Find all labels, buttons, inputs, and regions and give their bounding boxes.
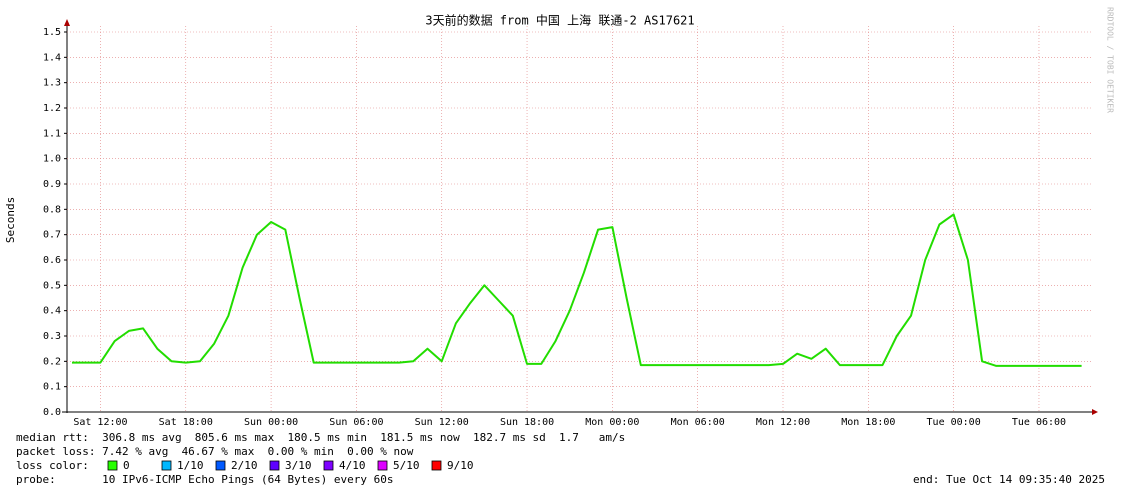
x-tick-label: Sat 12:00 xyxy=(73,417,127,428)
x-tick-label: Tue 00:00 xyxy=(927,417,981,428)
legend-label: 0 xyxy=(123,459,130,472)
legend-swatch xyxy=(161,460,172,471)
x-tick-label: Sat 18:00 xyxy=(159,417,213,428)
x-tick-label: Sun 12:00 xyxy=(415,417,469,428)
x-tick-label: Mon 18:00 xyxy=(841,417,895,428)
x-tick-label: Mon 06:00 xyxy=(671,417,725,428)
y-tick-label: 0.4 xyxy=(43,306,61,317)
legend-label: 3/10 xyxy=(285,459,312,472)
x-tick-label: Sun 06:00 xyxy=(329,417,383,428)
y-tick-label: 1.3 xyxy=(43,78,61,89)
y-tick-label: 1.4 xyxy=(43,52,61,63)
x-arrow xyxy=(1092,409,1098,415)
watermark: RRDTOOL / TOBI OETIKER xyxy=(1106,7,1115,113)
y-tick-label: 0.3 xyxy=(43,331,61,342)
y-tick-label: 0.9 xyxy=(43,179,61,190)
x-tick-label: Sun 18:00 xyxy=(500,417,554,428)
legend-label: 2/10 xyxy=(231,459,258,472)
x-tick-label: Mon 12:00 xyxy=(756,417,810,428)
end-time: end: Tue Oct 14 09:35:40 2025 xyxy=(913,473,1105,486)
stats-line: packet loss: 7.42 % avg 46.67 % max 0.00… xyxy=(16,445,414,458)
y-tick-label: 1.1 xyxy=(43,128,61,139)
loss-label: loss color: xyxy=(16,459,89,472)
x-tick-label: Mon 00:00 xyxy=(585,417,639,428)
y-tick-label: 0.0 xyxy=(43,407,61,418)
y-arrow xyxy=(64,19,70,26)
legend-label: 4/10 xyxy=(339,459,366,472)
y-tick-label: 1.0 xyxy=(43,154,61,165)
legend-swatch xyxy=(377,460,388,471)
legend-label: 9/10 xyxy=(447,459,474,472)
legend-label: 5/10 xyxy=(393,459,420,472)
y-tick-label: 0.7 xyxy=(43,230,61,241)
x-tick-label: Tue 06:00 xyxy=(1012,417,1066,428)
y-tick-label: 0.2 xyxy=(43,356,61,367)
legend-swatch xyxy=(107,460,118,471)
probe: probe: 10 IPv6-ICMP Echo Pings (64 Bytes… xyxy=(16,473,394,486)
legend-swatch xyxy=(431,460,442,471)
legend-swatch xyxy=(215,460,226,471)
rtt-line xyxy=(72,213,1082,367)
chart-title: 3天前的数据 from 中国 上海 联通-2 AS17621 xyxy=(425,13,694,28)
y-tick-label: 0.8 xyxy=(43,204,61,215)
y-tick-label: 0.6 xyxy=(43,255,61,266)
x-tick-label: Sun 00:00 xyxy=(244,417,298,428)
stats-line: median rtt: 306.8 ms avg 805.6 ms max 18… xyxy=(16,431,625,444)
y-tick-label: 0.5 xyxy=(43,280,61,291)
y-tick-label: 0.1 xyxy=(43,382,61,393)
y-axis-label: Seconds xyxy=(4,197,17,243)
y-tick-label: 1.2 xyxy=(43,103,61,114)
y-tick-label: 1.5 xyxy=(43,27,61,38)
legend-swatch xyxy=(269,460,280,471)
legend-label: 1/10 xyxy=(177,459,204,472)
legend-swatch xyxy=(323,460,334,471)
